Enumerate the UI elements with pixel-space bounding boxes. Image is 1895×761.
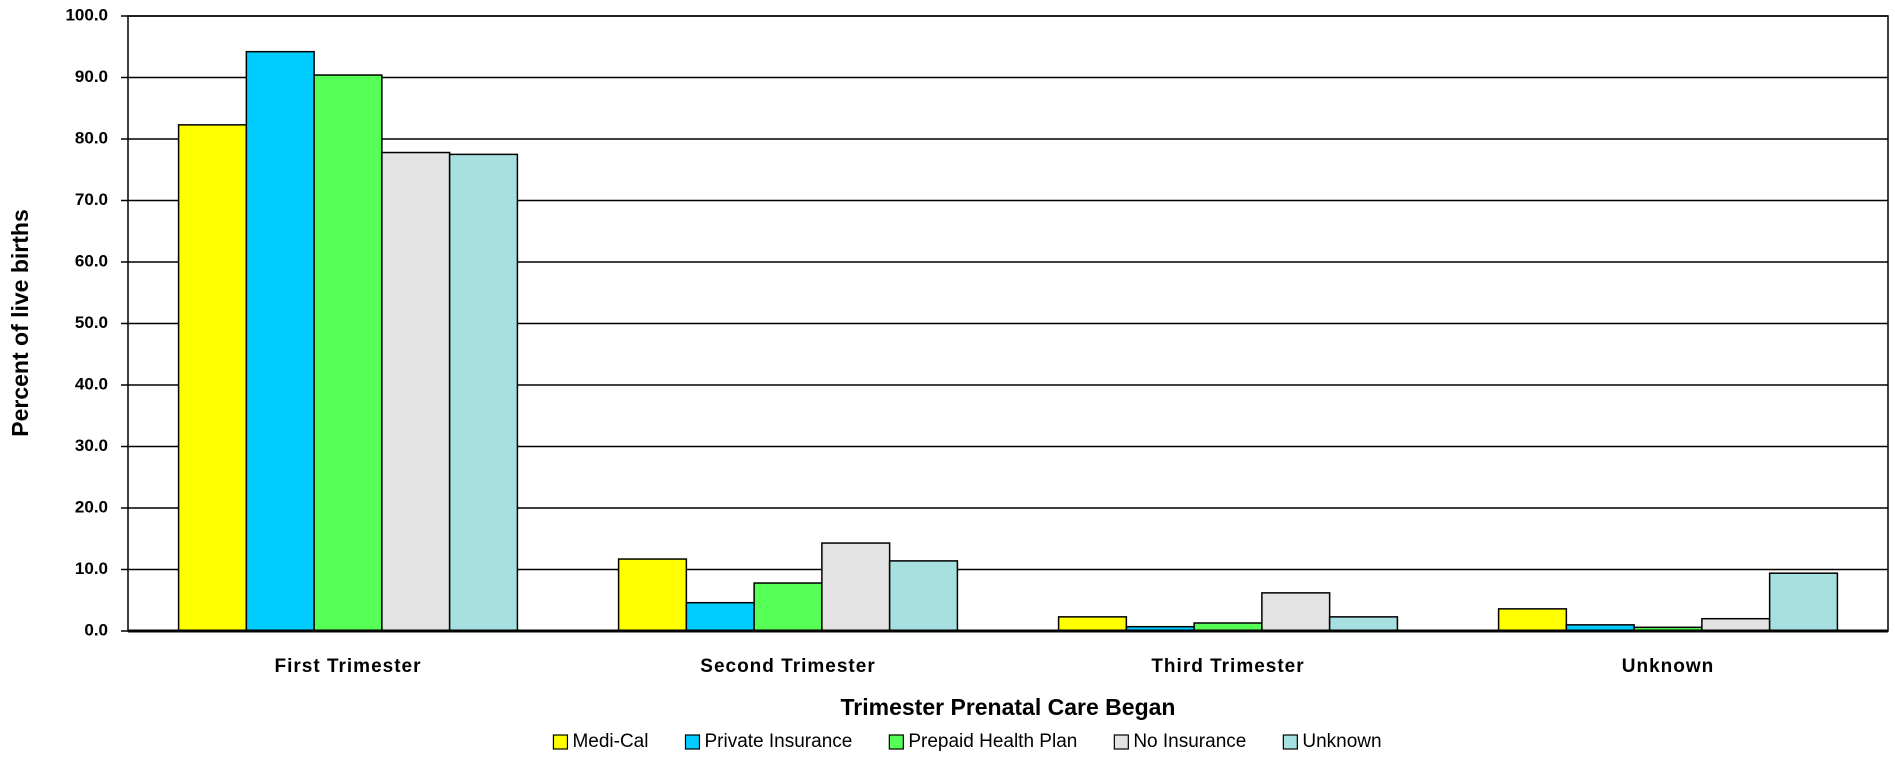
bar bbox=[753, 582, 823, 632]
legend-label: Medi-Cal bbox=[572, 731, 648, 752]
bar bbox=[1701, 617, 1771, 632]
legend-label: Unknown bbox=[1302, 731, 1381, 752]
y-axis-title: Percent of live births bbox=[7, 209, 33, 437]
y-tick-label: 60.0 bbox=[75, 251, 108, 270]
bar bbox=[1768, 572, 1839, 632]
y-tick-label: 30.0 bbox=[75, 436, 108, 455]
bar bbox=[685, 601, 755, 632]
x-tick-label: Second Trimester bbox=[700, 656, 875, 677]
bar bbox=[821, 542, 891, 632]
y-tick-label: 40.0 bbox=[75, 374, 108, 393]
bar bbox=[1057, 616, 1128, 632]
legend-swatch bbox=[552, 734, 569, 750]
y-tick-label: 70.0 bbox=[75, 190, 108, 209]
bar bbox=[617, 558, 688, 632]
y-tick-label: 50.0 bbox=[75, 313, 108, 332]
x-tick-label: First Trimester bbox=[275, 656, 422, 677]
legend-swatch bbox=[888, 734, 904, 750]
bar bbox=[1497, 608, 1568, 632]
y-tick-label: 10.0 bbox=[75, 559, 108, 578]
bar bbox=[381, 151, 451, 632]
legend-swatch bbox=[1282, 734, 1298, 750]
y-tick-label: 20.0 bbox=[75, 497, 108, 516]
legend-swatch bbox=[1113, 734, 1129, 750]
y-tick-label: 90.0 bbox=[75, 67, 108, 86]
bar bbox=[245, 50, 315, 632]
y-tick-label: 80.0 bbox=[75, 128, 108, 147]
y-tick-label: 100.0 bbox=[65, 5, 108, 24]
y-tick-label: 0.0 bbox=[84, 620, 108, 639]
bar bbox=[448, 153, 519, 632]
legend-label: No Insurance bbox=[1133, 731, 1246, 752]
legend-label: Private Insurance bbox=[704, 731, 852, 752]
legend-label: Prepaid Health Plan bbox=[908, 731, 1077, 752]
x-axis-title: Trimester Prenatal Care Began bbox=[841, 694, 1176, 720]
bar bbox=[1328, 616, 1399, 632]
legend-swatch bbox=[684, 734, 701, 750]
x-tick-label: Third Trimester bbox=[1151, 656, 1304, 677]
bar bbox=[177, 124, 248, 632]
bar bbox=[1261, 592, 1331, 632]
bar bbox=[888, 560, 959, 632]
bar bbox=[313, 74, 383, 632]
x-tick-label: Unknown bbox=[1622, 656, 1715, 677]
